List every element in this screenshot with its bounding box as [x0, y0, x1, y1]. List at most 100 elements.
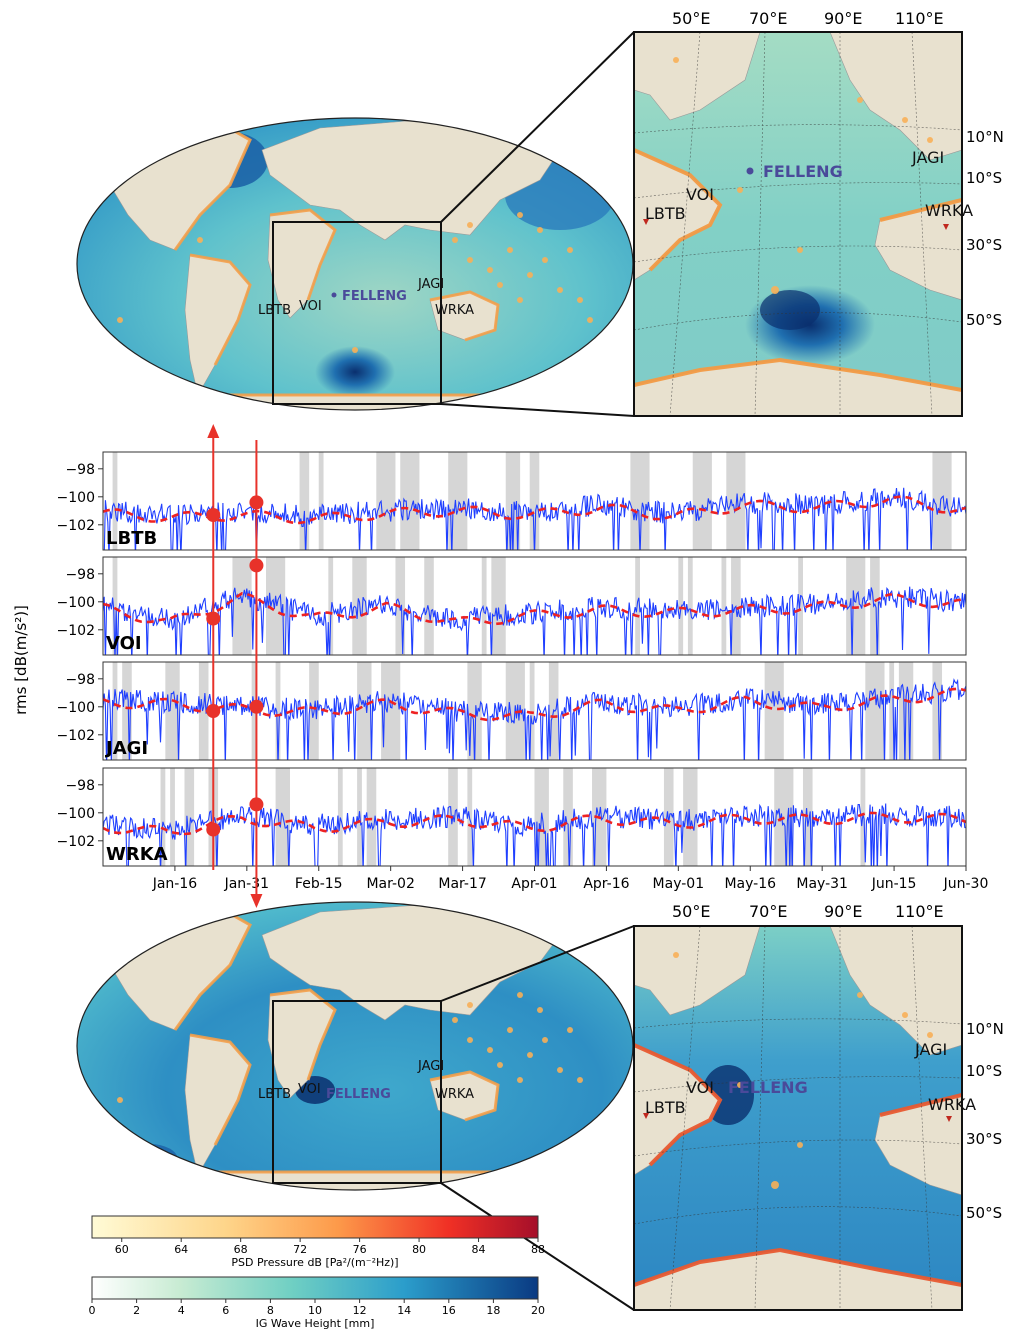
lat-label-30s: 30°S [966, 236, 1002, 254]
lon-label-70e: 70°E [749, 9, 787, 28]
colorbar-tick-label: 12 [353, 1304, 367, 1317]
gap-shading [165, 662, 180, 760]
bottom-zoom-connector-lower [440, 1182, 635, 1311]
gap-shading [932, 452, 952, 550]
gap-shading [376, 452, 396, 550]
inset-top-jagi-label: JAGI [911, 148, 944, 167]
x-axis-tick-labels: Jan-16 Jan-31 Feb-15 Mar-02 Mar-17 Apr-01 Apr-… [152, 866, 988, 892]
panel-frame [102, 556, 967, 656]
lat-label-10s: 10°S [966, 1062, 1002, 1080]
lon-label-50e: 50°E [672, 9, 710, 28]
panel-frame [102, 451, 967, 551]
colorbar-tick-label: 10 [308, 1304, 322, 1317]
x-tick-label: May-31 [796, 876, 848, 892]
colorbar-tick-label: 76 [353, 1243, 367, 1256]
colorbar-tick-label: 0 [89, 1304, 96, 1317]
y-tick-label: −100 [57, 700, 95, 716]
x-tick-label: May-01 [653, 876, 705, 892]
time-series-panels: −98 −100 −102 LBTB −98 −100 −102 VOI −98 −100 −102… [57, 451, 967, 867]
gap-shading [529, 662, 535, 760]
gap-shading [678, 557, 684, 655]
lat-label-30s: 30°S [966, 1130, 1002, 1148]
gap-shading [726, 452, 746, 550]
model-dashed-line [103, 687, 966, 722]
top-inset-map: FELLENG VOI LBTB JAGI WRKA [633, 31, 973, 417]
y-tick-label: −98 [65, 672, 95, 688]
gap-shading [798, 557, 803, 655]
bottom-map-jagi-label: JAGI [417, 1059, 444, 1074]
gap-shading [687, 557, 693, 655]
lon-label-90e: 90°E [824, 9, 862, 28]
panel-voi: −98 −100 −102 VOI [57, 556, 967, 656]
gap-shading [266, 557, 286, 655]
bottom-world-map: LBTB VOI FELLENG JAGI WRKA [76, 901, 634, 1191]
colorbar-tick-label: 88 [531, 1243, 545, 1256]
gap-shading [112, 557, 118, 655]
gap-shading [802, 768, 813, 866]
gap-shading [357, 662, 372, 760]
gap-shading [337, 768, 343, 866]
gap-shading [529, 452, 540, 550]
gap-shading [889, 662, 895, 760]
colorbar-tick-label: 16 [442, 1304, 456, 1317]
x-tick-label: Jan-16 [152, 876, 198, 892]
top-world-map: FELLENG LBTB VOI JAGI WRKA [76, 117, 634, 411]
gap-shading [112, 452, 118, 550]
panel-frame [102, 661, 967, 761]
gap-shading [318, 452, 324, 550]
colorbar-tick-label: 8 [267, 1304, 274, 1317]
gap-shading [692, 452, 712, 550]
gap-shading [846, 557, 866, 655]
station-label: WRKA [106, 844, 168, 865]
rms-line [103, 678, 966, 760]
y-tick-label: −102 [57, 623, 95, 639]
lon-label-90e: 90°E [824, 902, 862, 921]
panel-lbtb: −98 −100 −102 LBTB [57, 451, 967, 551]
x-tick-label: Feb-15 [295, 876, 343, 892]
x-tick-label: May-16 [724, 876, 776, 892]
x-tick-label: Jan-31 [224, 876, 269, 892]
inset-top-felleng-label: FELLENG [763, 162, 843, 181]
colorbar-tick-label: 2 [133, 1304, 140, 1317]
gap-shading [299, 452, 310, 550]
station-label: LBTB [106, 528, 157, 549]
gap-shading [865, 662, 885, 760]
y-axis-label: rms [dB(m/s²)] [12, 605, 30, 715]
gap-shading [400, 452, 420, 550]
gap-shading [491, 557, 506, 655]
inset-bottom-felleng-label: FELLENG [728, 1078, 808, 1097]
bottom-map-felleng-label: FELLENG [326, 1087, 391, 1102]
colorbar-tick-label: 14 [397, 1304, 411, 1317]
inset-bottom-coordinate-labels: 50°E 70°E 90°E 110°E 10°N 10°S 30°S 50°S [672, 902, 1004, 1222]
inset-top-voi-label: VOI [686, 185, 714, 204]
lon-label-110e: 110°E [895, 902, 944, 921]
colorbar-tick-label: 68 [234, 1243, 248, 1256]
top-map-wrka-label: WRKA [435, 303, 474, 318]
inset-top-coordinate-labels: 50°E 70°E 90°E 110°E 10°N 10°S 30°S 50°S [672, 9, 1004, 329]
lat-label-10s: 10°S [966, 169, 1002, 187]
lat-label-10n: 10°N [966, 128, 1004, 146]
gap-shading [424, 557, 434, 655]
x-tick-label: Apr-01 [511, 876, 557, 892]
colorbar-tick-label: 6 [222, 1304, 229, 1317]
psd-colorbar-label: PSD Pressure dB [Pa²/(m⁻²Hz)] [231, 1256, 398, 1269]
lat-label-10n: 10°N [966, 1020, 1004, 1038]
model-dashed-line [103, 592, 966, 626]
top-map-voi-label: VOI [299, 299, 322, 314]
y-tick-label: −102 [57, 518, 95, 534]
inset-bottom-voi-label: VOI [686, 1078, 714, 1097]
bottom-map-voi-label: VOI [298, 1082, 321, 1097]
gap-shading [275, 662, 281, 760]
rms-line [103, 487, 966, 550]
gap-shading [170, 768, 175, 866]
colorbar-tick-label: 84 [472, 1243, 486, 1256]
gap-shading [381, 662, 401, 760]
bottom-map-lbtb-label: LBTB [258, 1087, 291, 1102]
panel-jagi: −98 −100 −102 JAGI [57, 661, 967, 761]
colorbar-tick-label: 60 [115, 1243, 129, 1256]
station-label: VOI [106, 633, 142, 654]
lat-label-50s: 50°S [966, 311, 1002, 329]
y-tick-label: −100 [57, 806, 95, 822]
rms-line [103, 803, 966, 866]
